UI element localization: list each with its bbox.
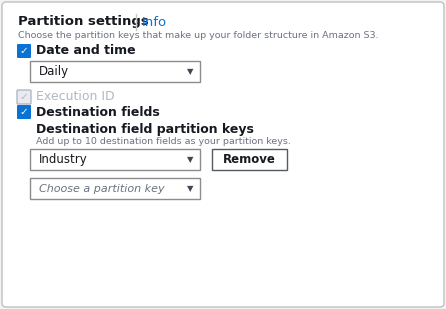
FancyBboxPatch shape [17, 44, 31, 58]
Text: Destination fields: Destination fields [36, 105, 160, 118]
Text: ✓: ✓ [20, 107, 29, 117]
FancyBboxPatch shape [2, 2, 444, 307]
Text: Choose the partition keys that make up your folder structure in Amazon S3.: Choose the partition keys that make up y… [18, 31, 379, 40]
FancyBboxPatch shape [212, 149, 287, 170]
FancyBboxPatch shape [30, 178, 200, 199]
Text: Choose a partition key: Choose a partition key [39, 184, 165, 193]
FancyBboxPatch shape [30, 149, 200, 170]
Text: ▼: ▼ [187, 155, 193, 164]
Text: Destination field partition keys: Destination field partition keys [36, 122, 254, 136]
Text: Remove: Remove [223, 153, 276, 166]
Text: ▼: ▼ [187, 184, 193, 193]
Text: ▼: ▼ [187, 67, 193, 76]
FancyBboxPatch shape [17, 90, 31, 104]
Text: Info: Info [142, 15, 167, 28]
Text: ✓: ✓ [20, 92, 29, 102]
Text: Execution ID: Execution ID [36, 91, 115, 104]
Text: Industry: Industry [39, 153, 88, 166]
Text: Partition settings: Partition settings [18, 15, 149, 28]
Text: Daily: Daily [39, 65, 69, 78]
Text: Add up to 10 destination fields as your partition keys.: Add up to 10 destination fields as your … [36, 137, 291, 146]
FancyBboxPatch shape [17, 105, 31, 119]
Text: ✓: ✓ [20, 46, 29, 56]
FancyBboxPatch shape [30, 61, 200, 82]
Text: Date and time: Date and time [36, 44, 136, 57]
